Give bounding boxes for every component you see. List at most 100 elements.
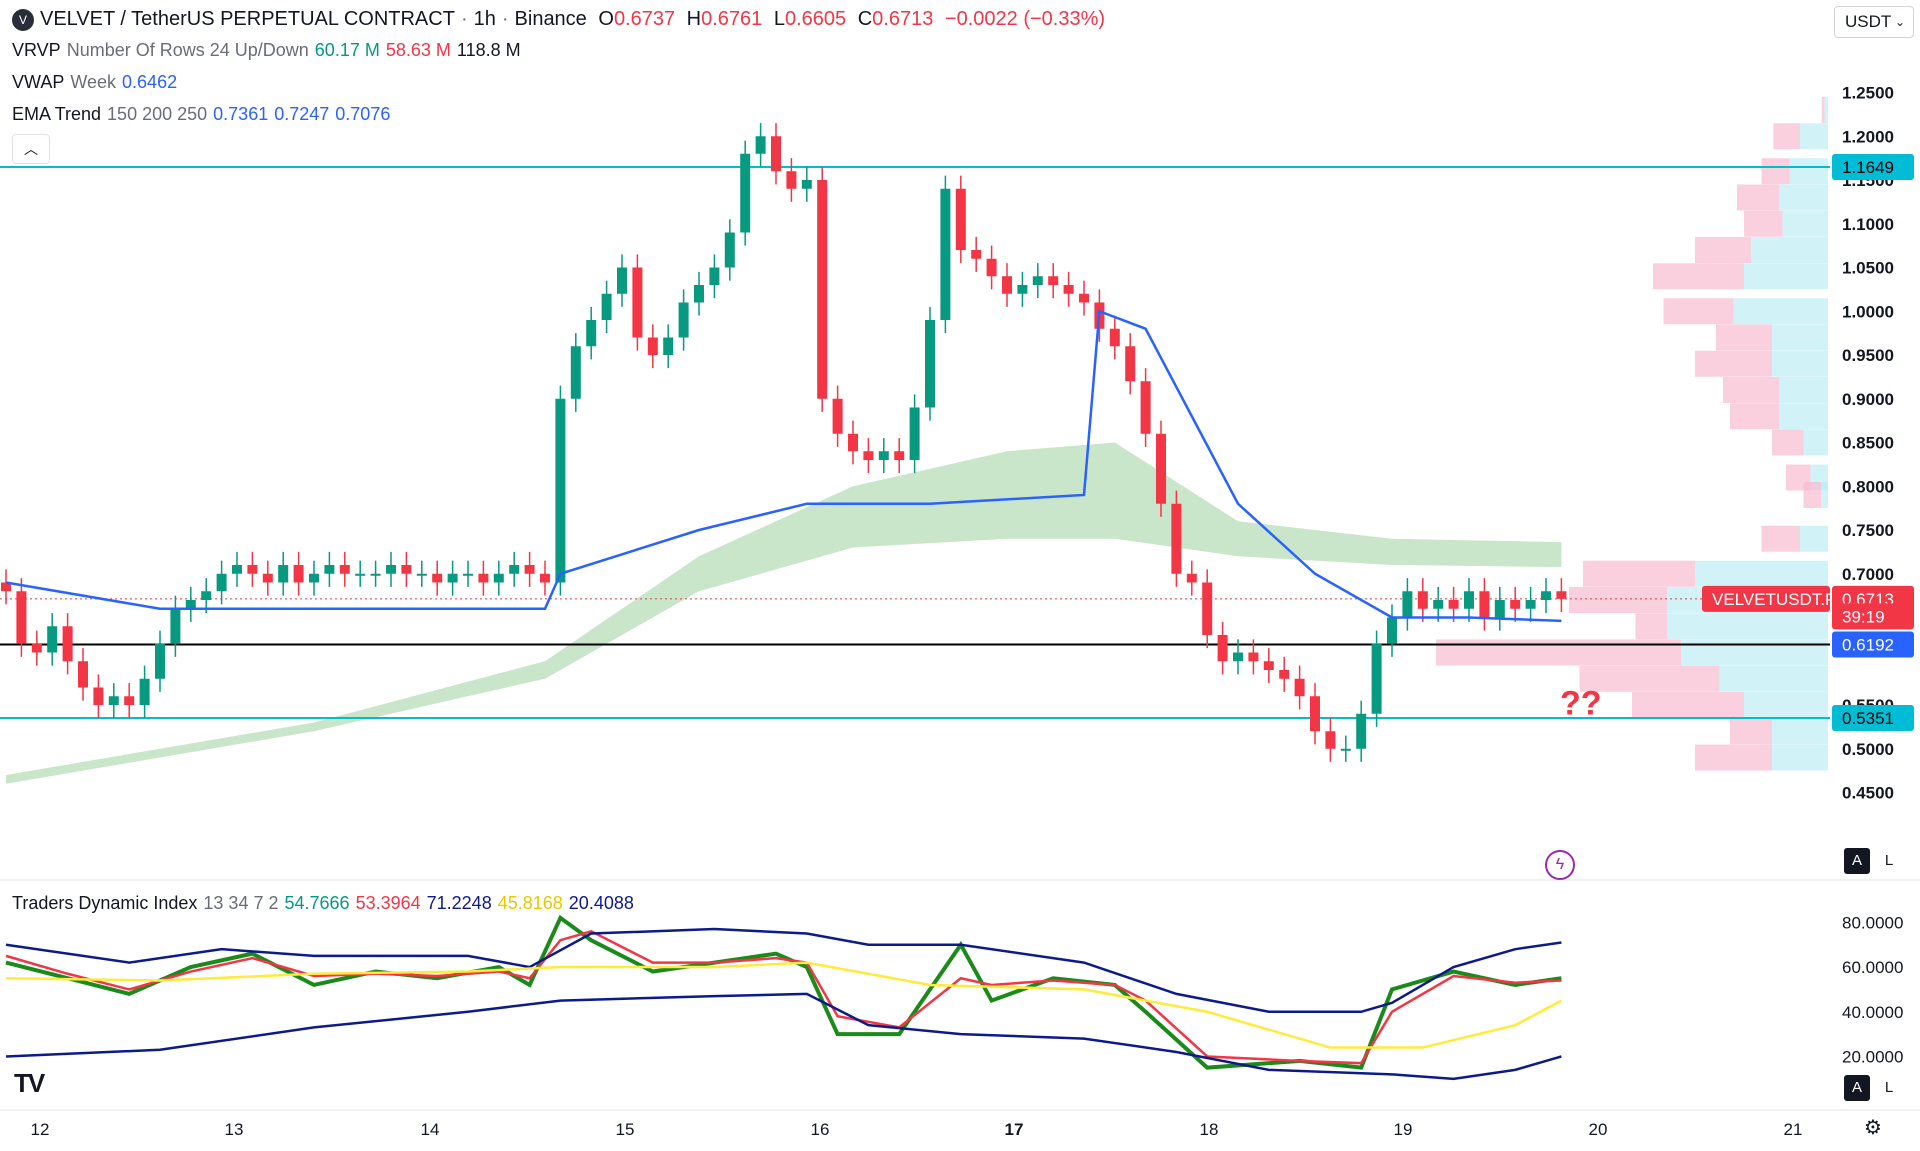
candle-body-34: [524, 565, 535, 574]
volume-profile-up-4: [1782, 210, 1828, 237]
ema-legend[interactable]: EMA Trend 150 200 250 0.7361 0.7247 0.7076: [12, 104, 396, 125]
ema-v2: 0.7247: [274, 104, 330, 124]
volume-profile-down-5: [1695, 237, 1751, 263]
time-tick-label: 21: [1784, 1120, 1803, 1139]
chevron-down-icon: ⌄: [1894, 15, 1905, 29]
candle-body-66: [1017, 285, 1028, 294]
volume-profile-down-22: [1730, 718, 1772, 745]
candle-body-11: [170, 608, 181, 644]
auto-scale-button-tdi[interactable]: A: [1844, 1075, 1870, 1101]
time-tick-label: 13: [225, 1120, 244, 1139]
price-tick-label: 1.0000: [1842, 302, 1894, 321]
time-tick-label: 18: [1200, 1120, 1219, 1139]
symbol-badge: VELVETUSDT.P: [1702, 585, 1836, 612]
symbol-logo-icon: V: [12, 8, 34, 31]
tradingview-logo-icon[interactable]: TV: [14, 1068, 45, 1098]
candle-body-58: [894, 451, 905, 460]
vwap-name: VWAP: [12, 72, 65, 92]
candle-body-36: [555, 398, 566, 583]
tdi-lower_band-line: [5, 992, 1562, 1081]
candle-body-1: [16, 591, 27, 644]
candle-body-40: [617, 267, 627, 294]
candle-body-62: [955, 188, 966, 250]
candle-body-29: [447, 573, 458, 583]
volume-profile-down-3: [1737, 184, 1779, 211]
vwap-legend[interactable]: VWAP Week 0.6462: [12, 72, 183, 93]
volume-profile-up-7: [1733, 298, 1828, 325]
time-tick-label: 12: [31, 1120, 50, 1139]
candle-body-44: [678, 302, 689, 338]
auto-scale-button[interactable]: A: [1844, 848, 1870, 874]
volume-profile-down-16: [1583, 560, 1695, 587]
tdi-mid_band-line: [5, 961, 1562, 1049]
price-tick-label: 0.9500: [1842, 346, 1894, 365]
candle-body-35: [540, 573, 550, 583]
price-tick-label: 0.8000: [1842, 477, 1894, 496]
candle-body-76: [1171, 503, 1182, 574]
candle-body-77: [1186, 573, 1197, 583]
question-annotation: ??: [1560, 685, 1602, 723]
volume-profile-down-10: [1723, 377, 1779, 403]
candle-body-39: [601, 293, 612, 320]
price-tick-label: 0.4500: [1842, 784, 1894, 803]
candle-body-19: [293, 565, 304, 583]
volume-profile-up-1: [1800, 123, 1828, 150]
volume-profile-up-12: [1803, 429, 1828, 456]
candle-body-22: [339, 565, 350, 574]
vrvp-legend[interactable]: VRVP Number Of Rows 24 Up/Down 60.17 M 58.6…: [12, 40, 527, 61]
tdi-v4: 45.8168: [497, 893, 563, 913]
candle-body-53: [817, 180, 828, 399]
candle-body-78: [1202, 582, 1213, 635]
symbol-title[interactable]: VELVET / TetherUS PERPETUAL CONTRACT: [40, 8, 455, 30]
volume-profile-up-10: [1779, 377, 1828, 403]
currency-selector[interactable]: USDT ⌄: [1834, 6, 1914, 38]
resistance-badge-text: 1.1649: [1842, 158, 1894, 177]
log-scale-button-tdi[interactable]: L: [1876, 1075, 1902, 1101]
candle-body-16: [247, 565, 258, 574]
candle-body-50: [771, 136, 781, 172]
tdi-rsi_price-line: [5, 914, 1562, 1070]
candle-body-10: [155, 643, 165, 679]
exchange-label: Binance: [514, 8, 587, 30]
lightning-icon[interactable]: ϟ: [1545, 850, 1575, 880]
ema-v1: 0.7361: [213, 104, 269, 124]
volume-profile-up-2: [1789, 158, 1828, 185]
resistance-badge: 1.1649: [1832, 153, 1914, 180]
gear-icon[interactable]: ⚙: [1864, 1117, 1882, 1139]
volume-profile-up-9: [1772, 350, 1828, 377]
candle-body-31: [478, 573, 489, 583]
candle-body-81: [1248, 652, 1259, 662]
tdi-tick-label: 60.0000: [1842, 958, 1903, 977]
resistance-badge-bg: [1832, 153, 1914, 180]
candle-body-13: [201, 591, 212, 600]
candle-body-45: [694, 285, 704, 303]
tdi-tick-label: 40.0000: [1842, 1003, 1903, 1022]
collapse-legend-button[interactable]: ︿: [12, 134, 50, 164]
candle-body-17: [262, 573, 273, 583]
candle-body-30: [463, 573, 473, 576]
vwap-line: [5, 309, 1562, 623]
ohlc-open: 0.6737: [613, 8, 676, 30]
candle-body-74: [1140, 381, 1151, 434]
tdi-name: Traders Dynamic Index: [12, 893, 198, 913]
volume-profile-down-2: [1761, 158, 1790, 185]
interval-label[interactable]: 1h: [473, 8, 496, 30]
vrvp-name: VRVP: [12, 40, 61, 60]
log-scale-button[interactable]: L: [1876, 848, 1902, 874]
currency-label: USDT: [1845, 12, 1892, 31]
candle-body-91: [1402, 591, 1413, 618]
candle-body-42: [647, 337, 658, 355]
volume-profile-up-20: [1719, 665, 1828, 692]
volume-profile-up-16: [1695, 560, 1828, 587]
volume-profile-down-21: [1632, 692, 1744, 718]
candle-body-99: [1525, 600, 1536, 609]
candle-body-38: [586, 320, 597, 347]
tdi-legend[interactable]: Traders Dynamic Index 13 34 7 2 54.7666 53.…: [12, 893, 640, 914]
price-tick-label: 0.9000: [1842, 390, 1894, 409]
ema-name: EMA Trend: [12, 104, 102, 124]
volume-profile-up-3: [1779, 184, 1828, 211]
candle-body-101: [1556, 591, 1567, 599]
candle-body-92: [1417, 591, 1428, 609]
volume-profile-down-19: [1436, 639, 1681, 666]
